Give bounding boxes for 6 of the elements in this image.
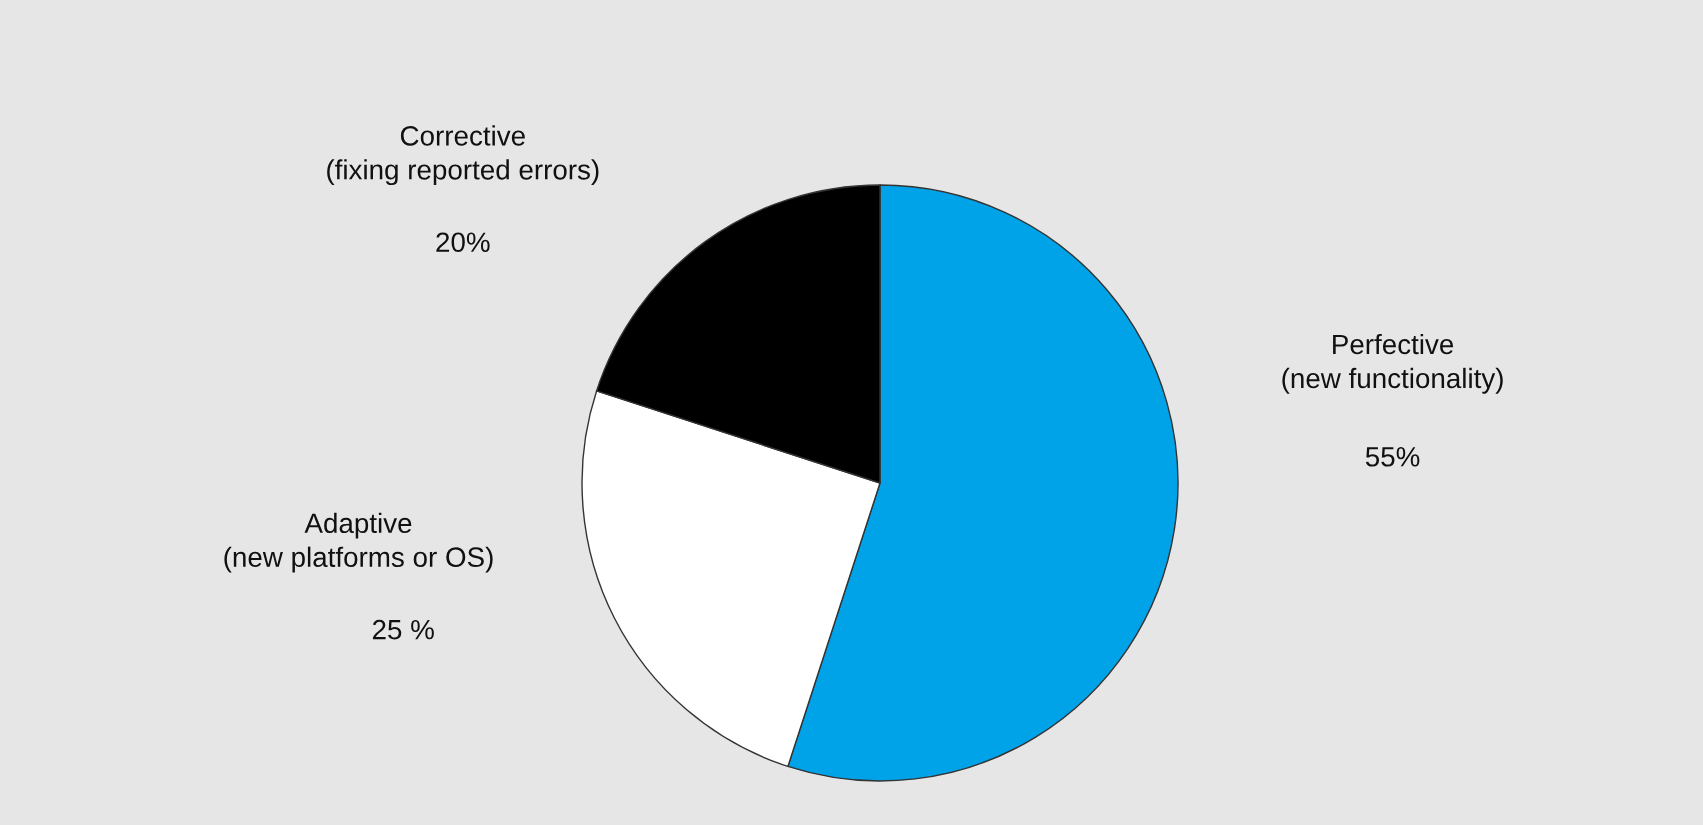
- data-label: 55%: [1365, 447, 1420, 467]
- slice-label: Perfective (new functionality): [1282, 333, 1503, 394]
- data-label: 25 %: [372, 619, 434, 640]
- data-label: 20%: [436, 232, 490, 253]
- slice-label: Corrective (fixing reported errors): [327, 125, 599, 186]
- slice-label: Adaptive (new platforms or OS): [224, 512, 493, 573]
